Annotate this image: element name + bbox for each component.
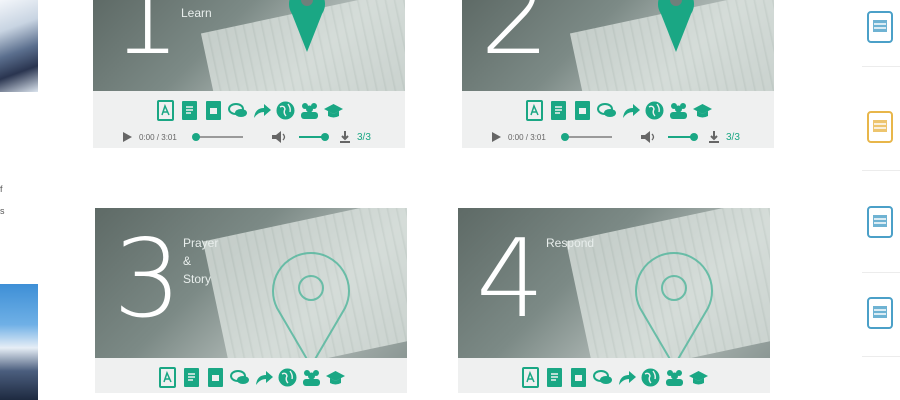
globe-icon[interactable] — [640, 367, 661, 388]
volume-icon[interactable] — [271, 130, 287, 144]
chat-icon[interactable] — [596, 100, 617, 121]
lesson-card-2[interactable]: 2 0:00 / 3:01 3/3 — [462, 0, 774, 148]
download-icon[interactable] — [339, 130, 351, 144]
play-icon[interactable] — [121, 131, 133, 143]
doc-alt-icon[interactable] — [205, 367, 226, 388]
lesson-card-3[interactable]: 3 Prayer & Story — [95, 208, 407, 393]
lesson-number: 3 — [113, 217, 182, 342]
left-text-line: f — [0, 184, 3, 194]
graduation-cap-icon[interactable] — [325, 367, 346, 388]
caption-line: Respond — [546, 236, 595, 250]
volume-slider[interactable] — [668, 133, 698, 141]
map-pin-icon — [289, 0, 325, 52]
pdf-icon[interactable] — [155, 100, 176, 121]
card-banner[interactable]: 1 Learn — [93, 0, 405, 91]
doc-alt-icon[interactable] — [568, 367, 589, 388]
doc-icon[interactable] — [181, 367, 202, 388]
chat-icon[interactable] — [229, 367, 250, 388]
lesson-caption: Learn — [181, 4, 212, 22]
chat-icon[interactable] — [592, 367, 613, 388]
doc-blue-icon[interactable] — [866, 205, 894, 239]
caption-line: Learn — [181, 6, 212, 20]
graduation-cap-icon[interactable] — [692, 100, 713, 121]
mountain-thumbnail-top[interactable] — [0, 0, 38, 92]
play-icon[interactable] — [490, 131, 502, 143]
graduation-cap-icon[interactable] — [688, 367, 709, 388]
doc-blue-icon[interactable] — [866, 10, 894, 44]
resource-icon-row — [93, 91, 405, 126]
group-icon[interactable] — [668, 100, 689, 121]
audio-player: 0:00 / 3:01 3/3 — [462, 126, 774, 148]
divider — [862, 66, 900, 67]
divider — [862, 170, 900, 171]
card-banner[interactable]: 4 Respond — [458, 208, 770, 358]
doc-icon[interactable] — [548, 100, 569, 121]
doc-icon[interactable] — [179, 100, 200, 121]
lesson-card-1[interactable]: 1 Learn 0:00 / 3:01 3/3 — [93, 0, 405, 148]
doc-alt-icon[interactable] — [572, 100, 593, 121]
audio-time: 0:00 / 3:01 — [139, 132, 177, 142]
share-icon[interactable] — [620, 100, 641, 121]
card-banner[interactable]: 2 — [462, 0, 774, 91]
group-icon[interactable] — [664, 367, 685, 388]
map-pin-icon — [658, 0, 694, 52]
lesson-card-4[interactable]: 4 Respond — [458, 208, 770, 393]
share-icon[interactable] — [616, 367, 637, 388]
map-pin-outline-icon — [635, 252, 713, 358]
caption-line: & — [183, 254, 192, 268]
doc-blue-icon[interactable] — [866, 296, 894, 330]
doc-alt-icon[interactable] — [203, 100, 224, 121]
lesson-caption: Prayer & Story — [183, 234, 218, 288]
download-count: 3/3 — [357, 131, 371, 143]
download-count: 3/3 — [726, 131, 740, 143]
lesson-number: 1 — [111, 0, 181, 79]
download-icon[interactable] — [708, 130, 720, 144]
caption-line: Prayer — [183, 236, 219, 250]
graduation-cap-icon[interactable] — [323, 100, 344, 121]
left-text: f s — [0, 178, 38, 222]
mountain-thumbnail-bottom[interactable] — [0, 284, 38, 400]
audio-player: 0:00 / 3:01 3/3 — [93, 126, 405, 148]
share-icon[interactable] — [253, 367, 274, 388]
resource-icon-row — [462, 91, 774, 126]
lesson-number: 4 — [476, 217, 545, 342]
right-column — [862, 0, 900, 400]
group-icon[interactable] — [301, 367, 322, 388]
lesson-caption: Respond — [546, 234, 594, 252]
share-icon[interactable] — [251, 100, 272, 121]
pdf-icon[interactable] — [524, 100, 545, 121]
doc-icon[interactable] — [544, 367, 565, 388]
card-banner[interactable]: 3 Prayer & Story — [95, 208, 407, 358]
chat-icon[interactable] — [227, 100, 248, 121]
divider — [862, 272, 900, 273]
caption-line: Story — [183, 272, 212, 286]
volume-icon[interactable] — [640, 130, 656, 144]
left-column: f s — [0, 0, 40, 400]
globe-icon[interactable] — [277, 367, 298, 388]
divider — [862, 356, 900, 357]
resource-icon-row — [458, 358, 770, 393]
pdf-icon[interactable] — [157, 367, 178, 388]
audio-time: 0:00 / 3:01 — [508, 132, 546, 142]
audio-progress-slider[interactable] — [192, 133, 243, 141]
left-text-line: s — [0, 206, 5, 216]
pdf-icon[interactable] — [520, 367, 541, 388]
lesson-number: 2 — [480, 0, 550, 79]
volume-slider[interactable] — [299, 133, 329, 141]
map-pin-outline-icon — [272, 252, 350, 358]
doc-yellow-icon[interactable] — [866, 110, 894, 144]
resource-icon-row — [95, 358, 407, 393]
group-icon[interactable] — [299, 100, 320, 121]
audio-progress-slider[interactable] — [561, 133, 612, 141]
globe-icon[interactable] — [644, 100, 665, 121]
globe-icon[interactable] — [275, 100, 296, 121]
